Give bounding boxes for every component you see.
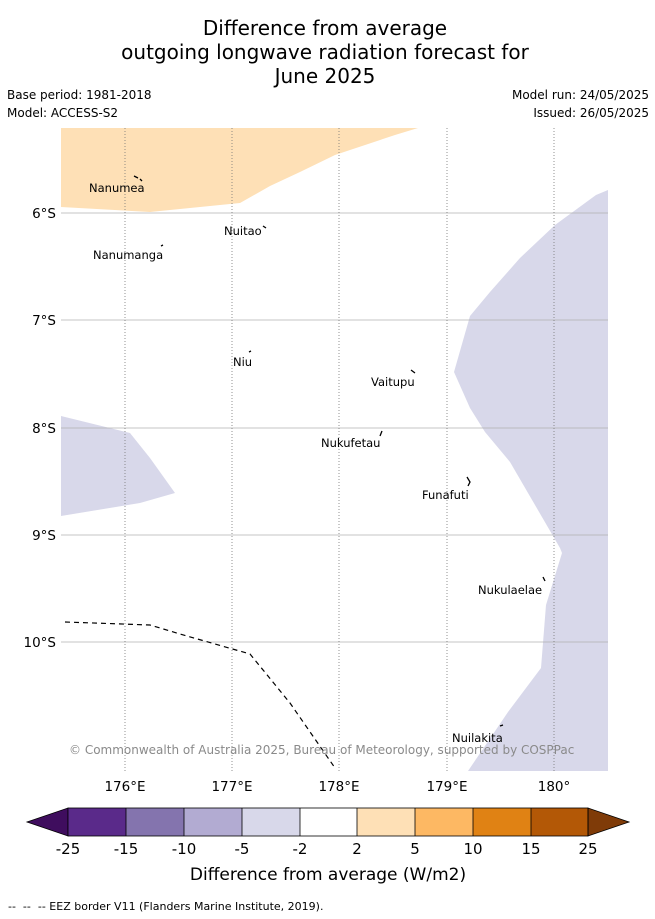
colorbar-segment — [68, 808, 126, 836]
island-nukufetau-icon — [379, 430, 383, 437]
colorbar-segment — [473, 808, 531, 836]
colorbar-tick: 25 — [578, 840, 597, 858]
title-line-2: outgoing longwave radiation forecast for — [121, 40, 529, 64]
lat-label: 7°S — [32, 313, 56, 329]
colorbar-tick: -25 — [56, 840, 81, 858]
lon-gridlines — [124, 128, 555, 771]
colorbar-ticks: -25 -15 -10 -5 -2 2 5 10 15 25 — [56, 840, 598, 858]
lon-labels: 176°E 177°E 178°E 179°E 180° — [104, 779, 570, 795]
place-label: Nuitao — [224, 224, 262, 238]
lat-gridlines — [61, 212, 608, 643]
place-label: Nukulaelae — [478, 583, 542, 597]
lon-label: 178°E — [318, 779, 359, 795]
colorbar-segment — [184, 808, 242, 836]
colorbar: -25 -15 -10 -5 -2 2 5 10 15 25 Differenc… — [25, 807, 631, 885]
colorbar-dividers — [67, 807, 589, 837]
colorbar-segment — [415, 808, 473, 836]
lat-label: 9°S — [32, 528, 56, 544]
island-nuitao-icon — [262, 225, 267, 229]
island-nuilakita-icon — [499, 724, 504, 727]
island-funafuti-icon — [466, 476, 471, 487]
colorbar-segment — [357, 808, 415, 836]
lat-label: 8°S — [32, 421, 56, 437]
place-label: Nukufetau — [321, 436, 380, 450]
island-markers — [133, 175, 546, 727]
colorbar-under-arrow — [25, 807, 69, 837]
island-niu-icon — [248, 350, 252, 353]
place-label: Nuilakita — [452, 731, 503, 745]
base-period: Base period: 1981-2018 — [7, 88, 152, 102]
place-label: Nanumea — [89, 181, 145, 195]
place-label: Niu — [233, 355, 252, 369]
title-line-3: June 2025 — [274, 64, 376, 88]
island-nanumea-icon — [133, 175, 143, 182]
colorbar-tick: -5 — [235, 840, 250, 858]
lon-label: 180° — [538, 779, 571, 795]
colorbar-tick: -2 — [293, 840, 308, 858]
colorbar-segment — [242, 808, 300, 836]
place-label: Vaitupu — [371, 375, 415, 389]
place-label: Funafuti — [422, 488, 469, 502]
lon-label: 177°E — [211, 779, 252, 795]
island-nukulaelae-icon — [542, 576, 546, 582]
island-nanumanga-icon — [160, 244, 164, 247]
colorbar-tick: 10 — [463, 840, 482, 858]
anomaly-region-positive — [61, 128, 418, 212]
eez-border — [64, 621, 336, 769]
colorbar-segment — [300, 808, 357, 836]
lat-label: 6°S — [32, 206, 56, 222]
lat-labels: 6°S 7°S 8°S 9°S 10°S — [24, 206, 57, 651]
colorbar-tick: 5 — [410, 840, 420, 858]
anomaly-region-negative-west — [61, 416, 175, 516]
lat-label: 10°S — [24, 635, 57, 651]
copyright-text: © Commonwealth of Australia 2025, Bureau… — [69, 743, 574, 757]
colorbar-over-arrow — [587, 807, 631, 837]
colorbar-tick: -10 — [172, 840, 197, 858]
lon-label: 176°E — [104, 779, 145, 795]
island-vaitupu-icon — [410, 369, 416, 374]
footnote: -- -- -- EEZ border V11 (Flanders Marine… — [8, 900, 324, 913]
lon-label: 179°E — [426, 779, 467, 795]
anomaly-region-negative-east — [454, 190, 608, 771]
model-name: Model: ACCESS-S2 — [7, 106, 119, 120]
map-title: Difference from average outgoing longwav… — [0, 16, 655, 88]
colorbar-segment — [531, 808, 588, 836]
colorbar-tick: -15 — [114, 840, 139, 858]
colorbar-tick: 2 — [352, 840, 362, 858]
model-run: Model run: 24/05/2025 — [511, 88, 649, 102]
issued-date: Issued: 26/05/2025 — [533, 106, 649, 120]
place-labels: Nanumea Nuitao Nanumanga Niu Vaitupu Nuk… — [89, 181, 542, 745]
map-panel: Nanumea Nuitao Nanumanga Niu Vaitupu Nuk… — [61, 128, 608, 771]
colorbar-label: Difference from average (W/m2) — [190, 865, 466, 885]
colorbar-segment — [126, 808, 184, 836]
colorbar-tick: 15 — [521, 840, 540, 858]
title-line-1: Difference from average — [202, 16, 448, 40]
place-label: Nanumanga — [93, 248, 163, 262]
